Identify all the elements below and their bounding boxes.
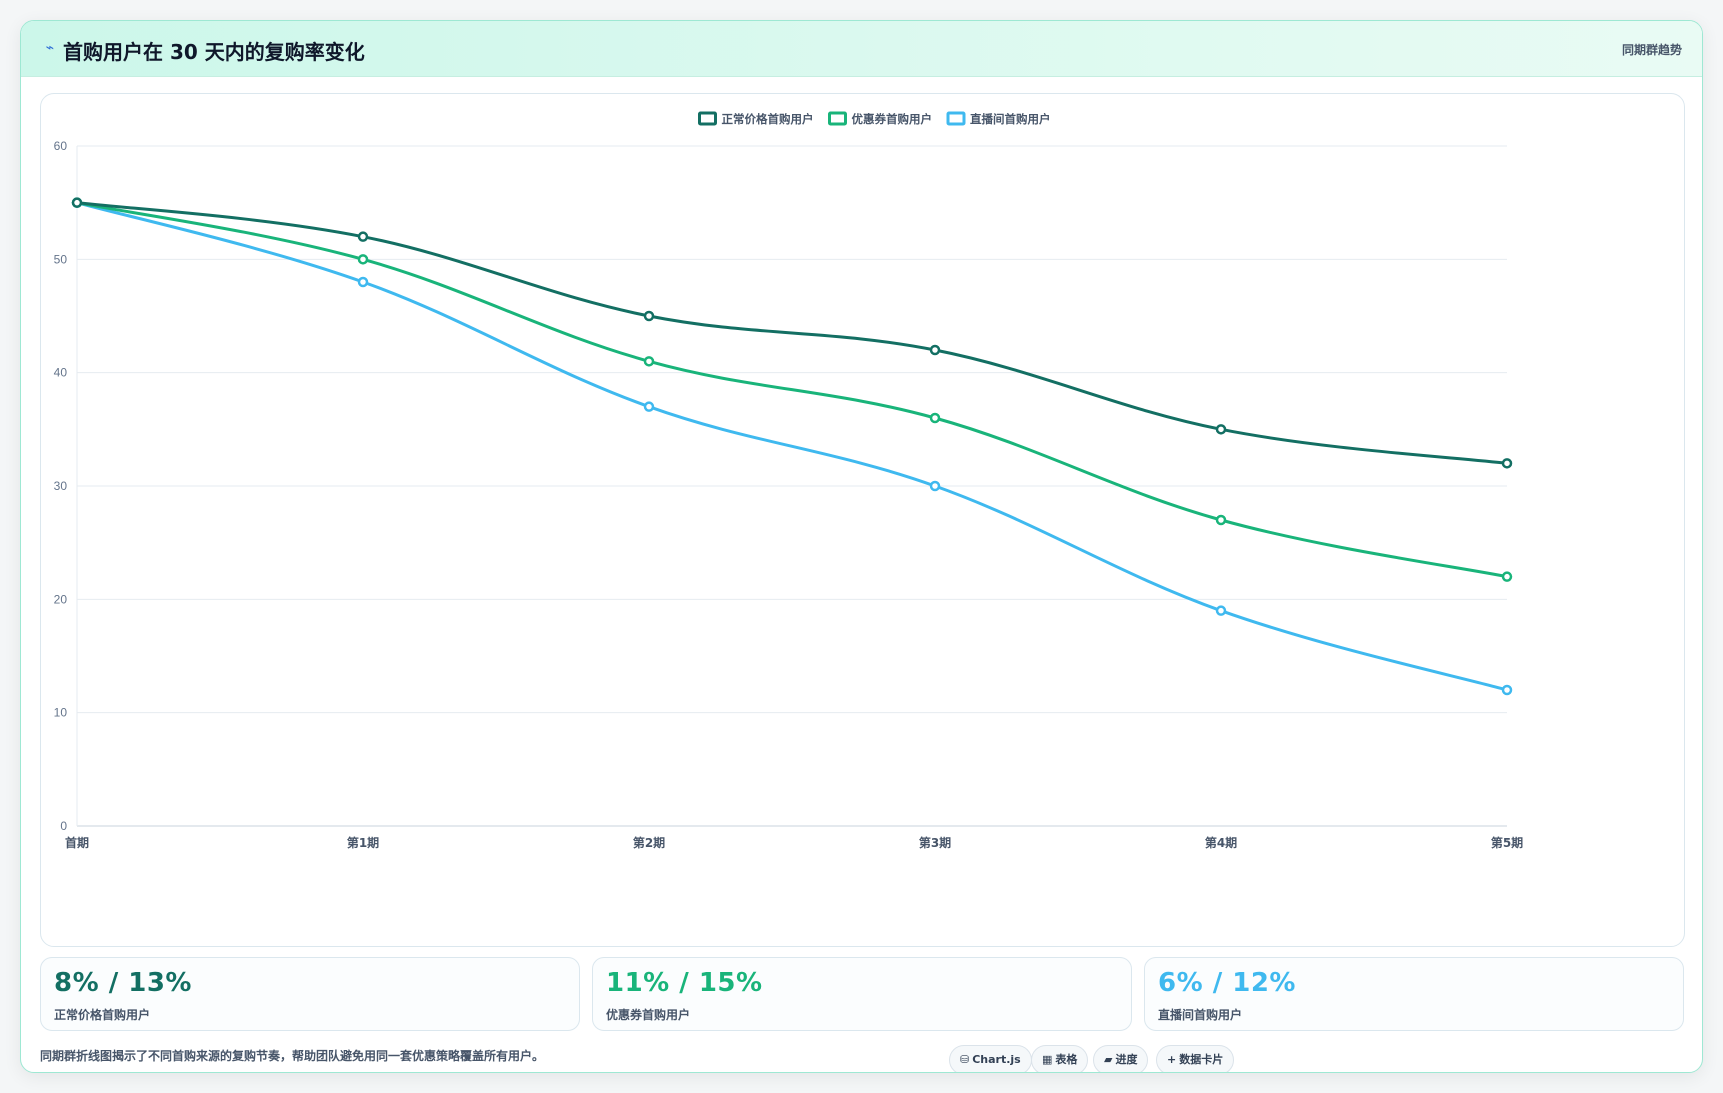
x-tick-label: 首期 [65, 835, 89, 850]
data-point [357, 231, 369, 242]
chip-label: 进度 [1115, 1053, 1138, 1066]
data-point [1215, 514, 1227, 526]
y-tick-label: 20 [54, 592, 68, 606]
data-point [929, 480, 941, 492]
chip-table[interactable]: ▦ 表格 [1031, 1045, 1089, 1072]
y-tick-label: 50 [54, 252, 68, 266]
data-point [643, 356, 655, 367]
y-tick-label: 30 [54, 479, 68, 493]
data-point [1215, 424, 1227, 435]
line-chart: 0 10 20 30 40 50 60 首期 第1期 第2期 第3期 第4期 第5期 正常价格首购用户 优惠… [54, 111, 1523, 850]
legend-label: 正常价格首购用户 [722, 112, 814, 126]
legend-swatch [828, 111, 847, 126]
y-tick-label: 60 [54, 139, 68, 153]
data-point [929, 344, 941, 356]
kpi-label: 直播间首购用户 [1158, 1008, 1243, 1022]
y-tick-label: 40 [54, 366, 68, 380]
x-tick-label: 第1期 [347, 835, 379, 850]
card-header: ⌁ 首购用户在 30 天内的复购率变化 同期群趋势 [21, 21, 1702, 77]
page-title: 首购用户在 30 天内的复购率变化 [63, 40, 365, 64]
data-point [1501, 571, 1513, 582]
chart-card: ⌁ 首购用户在 30 天内的复购率变化 同期群趋势 0 10 20 30 40 50 60 首… [20, 20, 1703, 1073]
header-tag: 同期群趋势 [1621, 43, 1682, 57]
x-tick-label: 第4期 [1205, 835, 1237, 850]
chip-label: Chart.js [972, 1053, 1021, 1066]
kpi-label: 优惠券首购用户 [606, 1008, 691, 1022]
data-point [929, 412, 941, 424]
legend-swatch [946, 111, 966, 126]
legend-swatch [698, 111, 717, 126]
kpi-card-normal: 8% / 13% 正常价格首购用户 [40, 957, 580, 1031]
database-icon: ⛁ [960, 1053, 970, 1066]
kpi-value: 6% / 12% [1158, 968, 1296, 998]
data-point [1501, 684, 1513, 696]
x-tick-label: 第2期 [633, 835, 665, 850]
chip-datacard[interactable]: + 数据卡片 [1156, 1045, 1235, 1072]
data-point [71, 197, 83, 208]
kpi-value: 11% / 15% [606, 968, 763, 998]
progress-icon: ▰ [1104, 1053, 1113, 1066]
chip-label: 表格 [1055, 1053, 1078, 1066]
kpi-row: 8% / 13% 正常价格首购用户 11% / 15% 优惠券首购用户 6% /… [40, 957, 1685, 1031]
trend-icon: ⌁ [45, 40, 55, 56]
chip-label: 数据卡片 [1179, 1053, 1224, 1066]
series-line [76, 201, 1508, 579]
data-point [643, 310, 655, 322]
series-line [76, 201, 1508, 465]
x-tick-label: 第5期 [1491, 835, 1523, 850]
y-tick-label: 0 [60, 819, 67, 833]
kpi-card-live: 6% / 12% 直播间首购用户 [1144, 957, 1684, 1031]
data-point [1215, 605, 1227, 616]
x-tick-label: 第3期 [919, 835, 951, 850]
chart-panel: 0 10 20 30 40 50 60 首期 第1期 第2期 第3期 第4期 第5期 正常价格首购用户 优惠… [40, 93, 1685, 947]
footer-note: 同期群折线图揭示了不同首购来源的复购节奏，帮助团队避免用同一套优惠策略覆盖所有用… [40, 1049, 545, 1063]
chip-progress[interactable]: ▰ 进度 [1093, 1045, 1149, 1072]
series-line [76, 201, 1508, 692]
y-tick-label: 10 [54, 706, 68, 720]
kpi-value: 8% / 13% [54, 968, 192, 998]
kpi-card-coupon: 11% / 15% 优惠券首购用户 [592, 957, 1132, 1031]
plus-icon: + [1167, 1053, 1177, 1066]
data-point [643, 401, 655, 412]
legend-label: 直播间首购用户 [970, 112, 1051, 126]
data-point [357, 276, 369, 288]
table-icon: ▦ [1042, 1053, 1053, 1066]
legend-label: 优惠券首购用户 [852, 112, 933, 126]
data-point [1501, 458, 1513, 469]
kpi-label: 正常价格首购用户 [54, 1008, 151, 1022]
data-point [357, 254, 369, 265]
chip-chartjs[interactable]: ⛁ Chart.js [949, 1045, 1032, 1072]
